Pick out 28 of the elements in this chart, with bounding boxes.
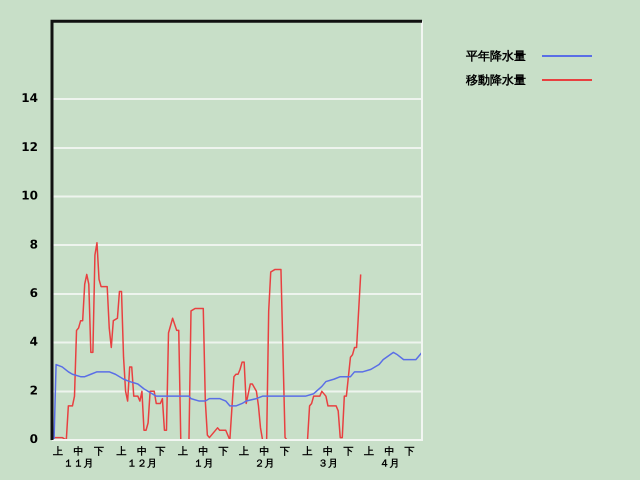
y-tick-label: 10 [21, 188, 38, 203]
x-tick-label: 中４月 [379, 446, 400, 470]
y-tick-label: 14 [21, 91, 38, 106]
y-tick-label: 2 [30, 383, 38, 398]
y-tick-label: 0 [30, 432, 38, 446]
x-tick-label: 上 [52, 446, 64, 458]
x-tick-label: 下 [218, 446, 229, 458]
x-tick-label: 上 [116, 446, 127, 458]
y-tick-label: 6 [30, 286, 38, 300]
x-tick-label: 中１１月 [64, 446, 94, 470]
x-tick-label: 中３月 [318, 446, 338, 470]
x-tick-label: 下 [93, 446, 104, 458]
x-tick-label: 上 [302, 446, 313, 458]
legend-label: 移動降水量 [466, 72, 526, 88]
x-tick-label: 下 [279, 446, 290, 458]
x-tick-label: 中１月 [193, 446, 214, 470]
x-tick-label: 下 [154, 446, 166, 458]
x-tick-label: 上 [238, 446, 250, 458]
y-tick-label: 4 [30, 334, 38, 349]
x-tick-label: 下 [342, 446, 354, 458]
x-tick-label: 下 [404, 446, 415, 458]
y-tick-label: 12 [21, 140, 38, 154]
x-tick-label: 中２月 [254, 446, 275, 470]
legend-label: 平年降水量 [466, 48, 526, 64]
y-tick-label: 8 [30, 237, 38, 252]
x-tick-label: 中１２月 [126, 446, 157, 470]
x-tick-label: 上 [176, 446, 188, 458]
x-tick-label: 上 [362, 446, 374, 458]
